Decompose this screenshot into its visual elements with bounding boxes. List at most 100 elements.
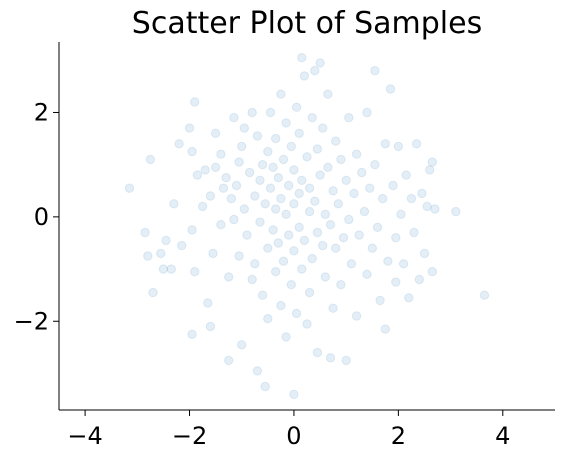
scatter-point [124,183,135,193]
scatter-point [344,214,354,225]
scatter-point [307,113,317,123]
scatter-point [365,183,375,193]
scatter-point [372,222,383,233]
scatter-point [208,248,218,259]
scatter-point [297,175,307,186]
scatter-point [140,227,150,238]
scatter-point [268,225,278,235]
y-tick-label: 0 [34,203,49,231]
scatter-point [145,154,156,165]
scatter-point [284,180,294,191]
x-tick-label: −2 [172,422,207,450]
scatter-point [286,141,296,152]
scatter-point [411,139,422,149]
scatter-point [451,206,461,217]
scatter-point [239,123,250,133]
scatter-point [260,381,270,392]
scatter-point [265,183,276,193]
scatter-point [331,243,341,253]
scatter-point [158,264,169,274]
scatter-point [349,188,359,199]
scatter-point [315,170,325,180]
ticks-layer: −4 −2 0 2 4 −2 0 2 [14,98,511,450]
scatter-point [375,295,385,306]
scatter-point [315,58,325,68]
scatter-point [237,340,247,350]
scatter-point [239,204,250,214]
scatter-point [281,209,291,220]
scatter-point [250,259,260,269]
scatter-point [184,123,195,133]
scatter-point [260,199,270,209]
scatter-point [205,191,216,201]
scatter-point [210,128,221,139]
scatter-point [336,154,346,165]
scatter-point [310,66,320,76]
scatter-point [247,107,257,118]
scatter-point [226,193,237,204]
scatter-point [177,240,187,251]
scatter-point [255,175,265,186]
scatter-point [336,280,346,290]
scatter-point [221,173,231,183]
scatter-point [388,180,398,191]
scatter-point [257,290,268,300]
scatter-point [318,123,328,133]
scatter-point [289,165,299,175]
scatter-point [310,196,320,206]
scatter-point [263,146,273,157]
scatter-point [362,269,372,279]
scatter-point [294,222,304,233]
scatter-point [294,128,304,139]
scatter-point [393,141,404,152]
scatter-point [276,300,286,311]
scatter-point [427,267,437,277]
scatter-point [271,204,281,214]
scatter-point [417,188,427,199]
scatter-point [224,272,234,282]
scatter-point [271,133,281,144]
scatter-point [344,113,354,123]
scatter-point [166,264,177,274]
scatter-point [302,319,312,329]
scatter-point [331,136,341,146]
scatter-point [427,157,437,167]
scatter-point [148,287,158,298]
scatter-point [323,89,333,99]
scatter-point [187,225,197,235]
scatter-point [143,251,153,261]
scatter-point [210,162,221,173]
scatter-point [271,267,281,277]
scatter-point [200,165,210,175]
scatter-point [190,97,200,107]
scatter-point [362,107,372,118]
scatter-point [278,256,289,266]
scatter-point [281,118,291,128]
scatter-point [391,277,401,287]
scatter-point [263,243,273,253]
scatter-point [341,175,351,186]
scatter-point [297,264,307,274]
scatter-point [242,230,252,240]
scatter-point [351,149,362,159]
scatter-point [187,146,197,157]
scatter-point [370,66,380,76]
scatter-point [276,193,286,204]
scatter-point [351,311,362,321]
scatter-point [250,191,260,201]
scatter-point [419,248,430,259]
scatter-point [409,227,419,238]
scatter-point [385,84,396,94]
scatter-point [234,251,244,261]
scatter-point [320,272,330,282]
scatter-point [203,298,213,308]
scatter-point [278,154,289,165]
scatter-point [396,209,406,220]
scatter-point [156,248,166,259]
scatter-point [291,308,302,319]
scatter-point [380,139,390,149]
scatter-point [289,199,299,209]
scatter-point [291,102,302,112]
scatter-point [414,274,424,285]
